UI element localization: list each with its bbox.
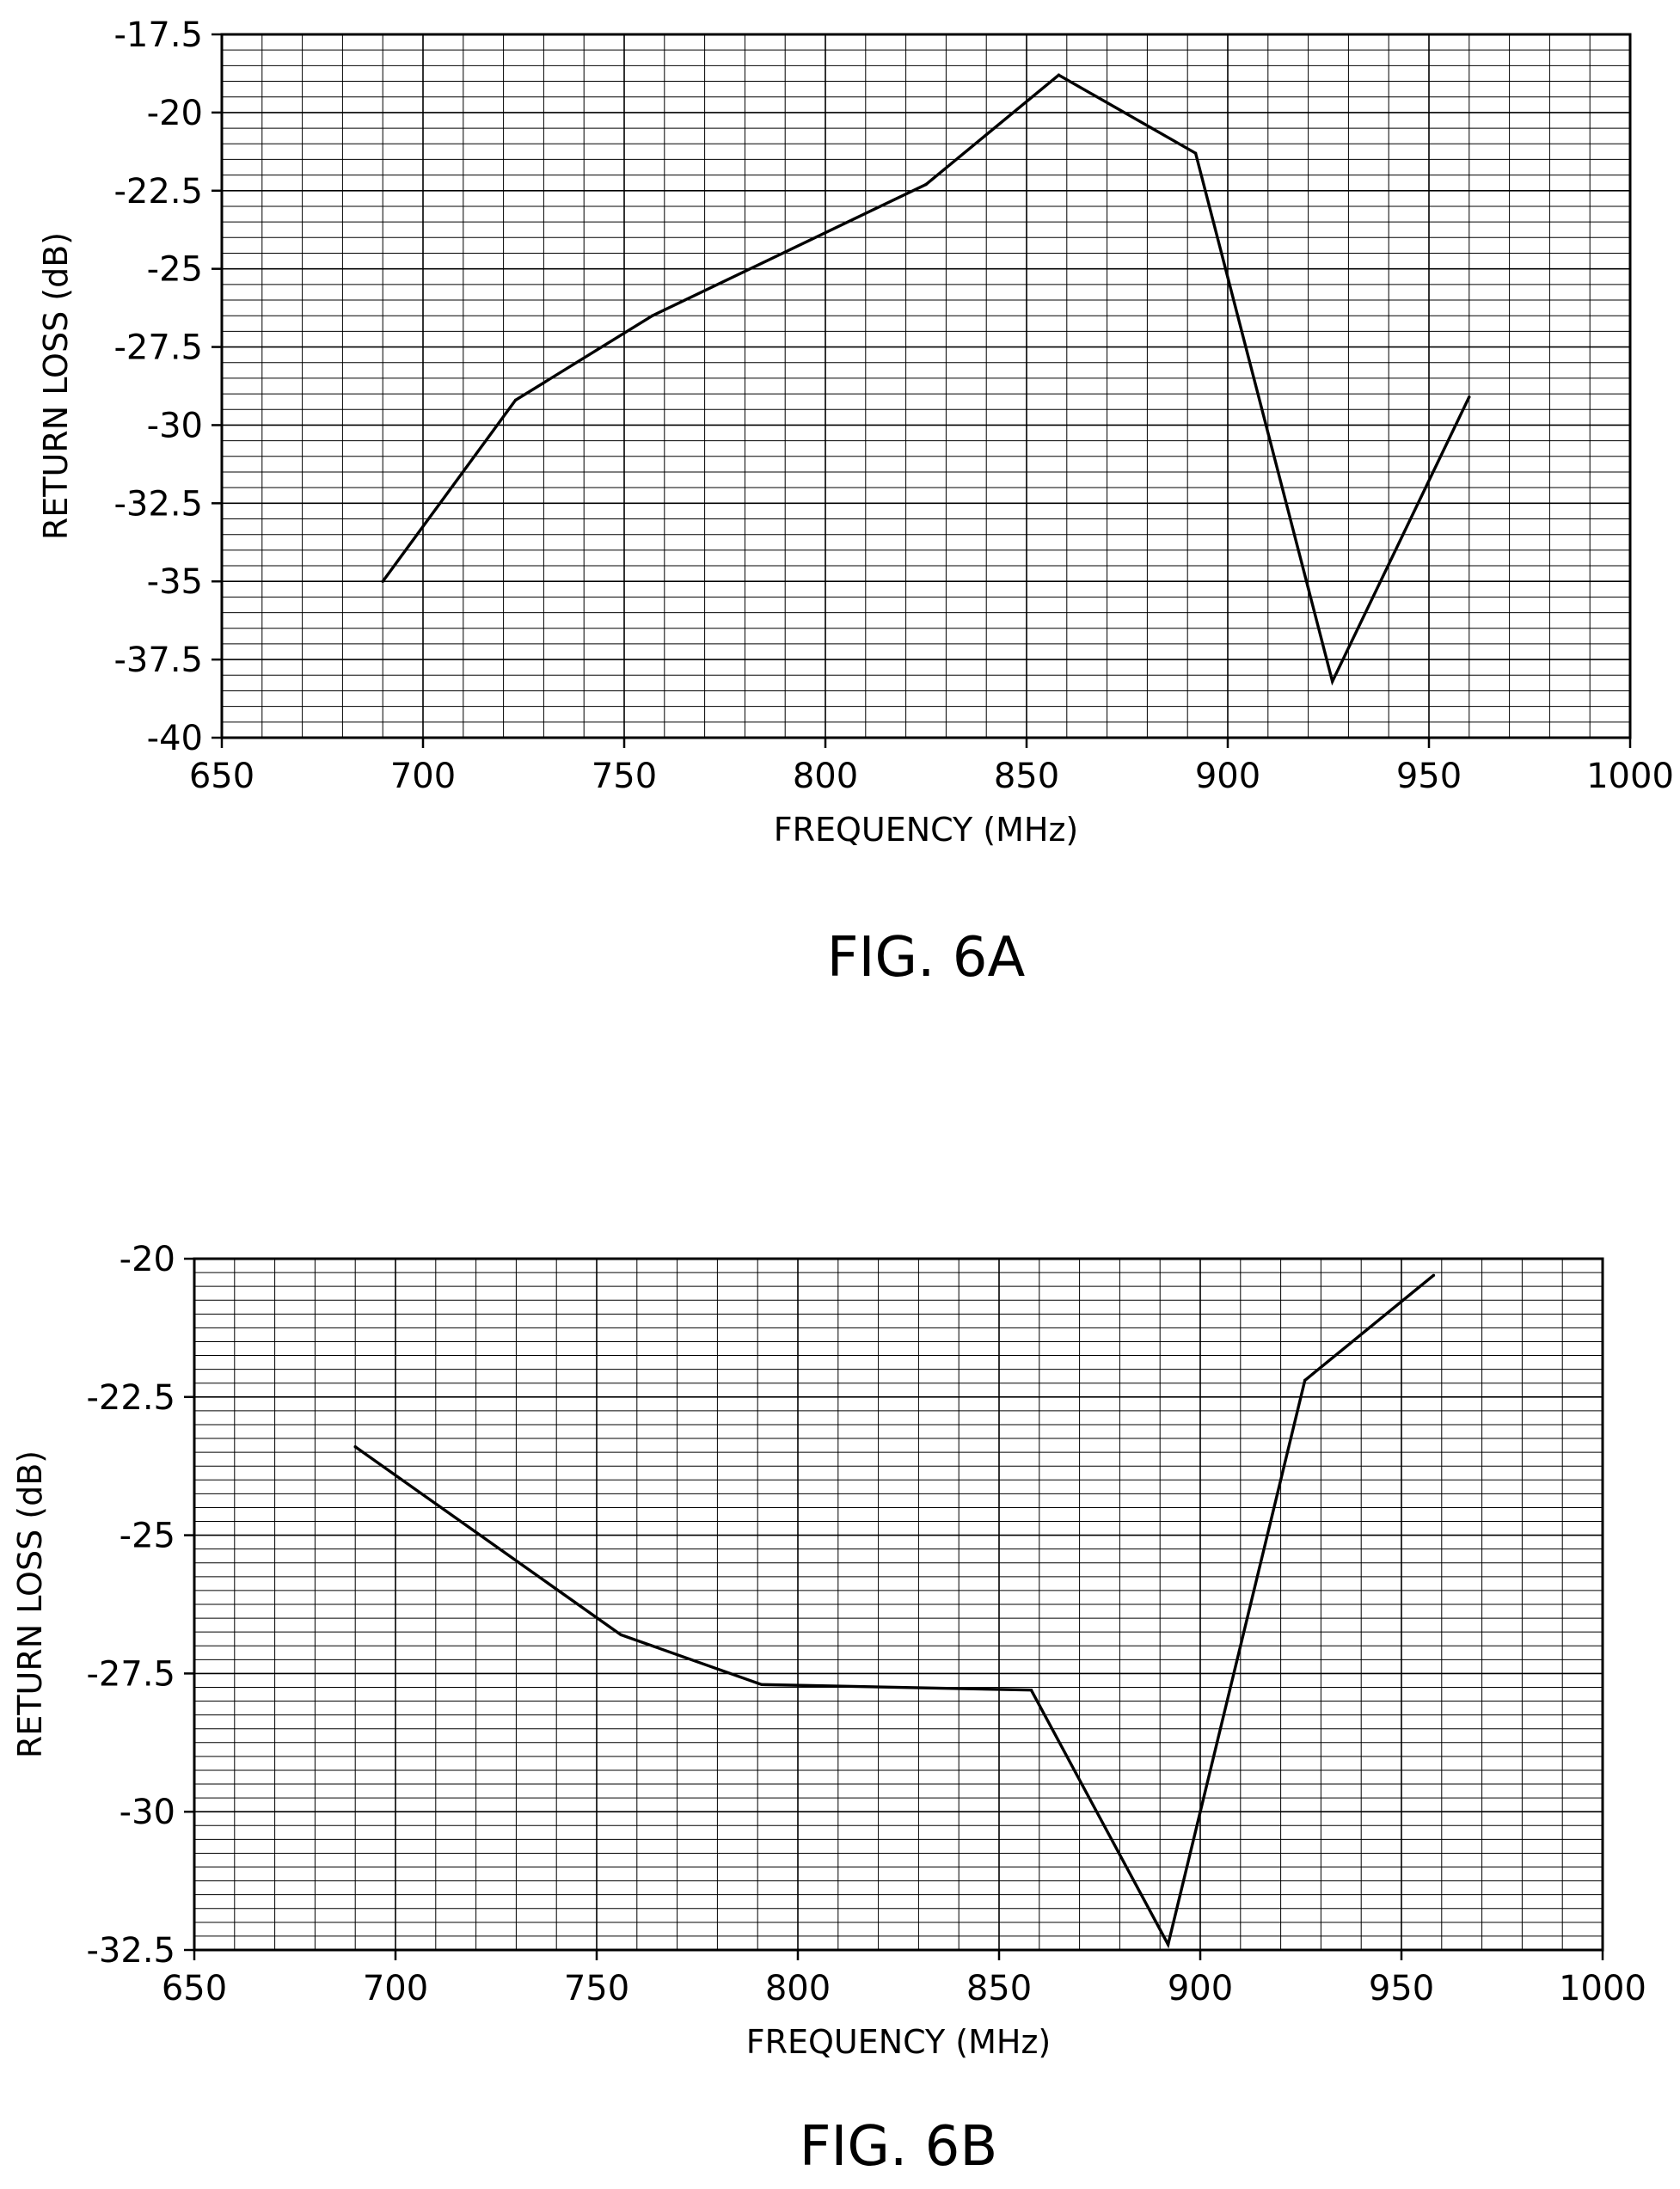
chart-b-data-point <box>353 1444 357 1449</box>
chart-b-x-axis-title: FREQUENCY (MHz) <box>746 2023 1052 2061</box>
chart-a-data-point <box>1057 73 1061 77</box>
chart-a-data-point <box>1330 679 1334 684</box>
chart-b-x-tick-label: 750 <box>564 1969 629 2008</box>
chart-b-y-tick-label: -27.5 <box>87 1654 176 1694</box>
chart-a-y-tick-label: -25 <box>147 250 203 290</box>
chart-b-data-point <box>1029 1688 1033 1692</box>
chart-b-return-loss-line <box>354 1273 1435 1949</box>
chart-b-series <box>353 1273 1436 1949</box>
chart-a-data-point <box>513 398 518 402</box>
chart-a-x-tick-label: 800 <box>793 757 858 796</box>
chart-a-grid <box>221 34 1631 739</box>
chart-b-x-tick-label: 800 <box>765 1969 831 2008</box>
chart-a-return-loss-line <box>381 73 1471 686</box>
chart-a-y-tick-label: -30 <box>147 406 203 445</box>
chart-a-x-tick-label: 1000 <box>1586 757 1674 796</box>
chart-a-y-tick-label: -27.5 <box>114 328 204 368</box>
chart-b-data-point <box>1432 1273 1436 1277</box>
chart-a-data-point <box>381 579 384 583</box>
chart-a-y-tick-label: -20 <box>147 94 203 133</box>
chart-b-plot-frame <box>193 1257 1604 1952</box>
chart-a-y-tick-label: -40 <box>147 719 203 758</box>
chart-a-data-point <box>1193 151 1198 155</box>
chart-a-x-axis-title: FREQUENCY (MHz) <box>774 811 1079 849</box>
chart-fig-6b: 650 700 750 800 850 900 950 1000 -20 -22.5 -25 -27.… <box>11 1240 1646 2179</box>
chart-b-data-point <box>760 1683 763 1686</box>
chart-a-data-point <box>651 314 654 317</box>
chart-b-x-tick-label: 950 <box>1369 1969 1434 2008</box>
chart-b-data-point <box>619 1633 622 1637</box>
chart-a-ticks: 650 700 750 800 850 900 950 1000 -17.5 -20 -22.5 -2… <box>114 15 1674 796</box>
chart-b-figure-label: FIG. 6B <box>800 2115 998 2179</box>
chart-b-y-tick-label: -20 <box>120 1240 175 1279</box>
chart-b-y-axis-title: RETURN LOSS (dB) <box>11 1450 49 1758</box>
chart-a-data-point <box>1468 395 1471 399</box>
chart-a-x-tick-label: 650 <box>189 757 254 796</box>
chart-fig-6a: 650 700 750 800 850 900 950 1000 -17.5 -20 -22.5 -2… <box>37 15 1674 990</box>
chart-a-figure-label: FIG. 6A <box>827 926 1026 990</box>
chart-b-x-tick-label: 650 <box>162 1969 227 2008</box>
chart-a-y-tick-label: -17.5 <box>114 15 204 55</box>
chart-a-x-tick-label: 850 <box>994 757 1059 796</box>
chart-a-y-axis-title: RETURN LOSS (dB) <box>37 232 75 540</box>
chart-a-y-tick-label: -37.5 <box>114 641 204 680</box>
chart-b-y-tick-label: -32.5 <box>87 1931 176 1971</box>
chart-a-plot-frame <box>220 33 1632 739</box>
chart-b-x-tick-label: 1000 <box>1559 1969 1646 2008</box>
chart-b-y-tick-label: -25 <box>120 1517 175 1556</box>
chart-a-data-point <box>924 182 928 187</box>
chart-b-x-tick-label: 850 <box>966 1969 1032 2008</box>
chart-b-y-tick-label: -30 <box>120 1793 175 1832</box>
chart-a-x-tick-label: 700 <box>390 757 456 796</box>
chart-b-y-tick-label: -22.5 <box>87 1378 176 1418</box>
chart-b-x-tick-label: 700 <box>363 1969 428 2008</box>
chart-a-y-tick-label: -32.5 <box>114 484 204 524</box>
chart-a-x-tick-label: 950 <box>1396 757 1462 796</box>
chart-a-y-tick-label: -22.5 <box>114 172 204 212</box>
chart-a-series <box>381 73 1471 686</box>
chart-b-grid <box>193 1258 1603 1951</box>
chart-a-x-tick-label: 900 <box>1195 757 1260 796</box>
chart-b-data-point <box>1166 1942 1170 1947</box>
chart-b-data-point <box>1303 1378 1307 1383</box>
chart-a-x-tick-label: 750 <box>592 757 657 796</box>
chart-b-x-tick-label: 900 <box>1168 1969 1233 2008</box>
chart-b-ticks: 650 700 750 800 850 900 950 1000 -20 -22.5 -25 -27.… <box>87 1240 1646 2008</box>
chart-a-y-tick-label: -35 <box>147 562 203 602</box>
